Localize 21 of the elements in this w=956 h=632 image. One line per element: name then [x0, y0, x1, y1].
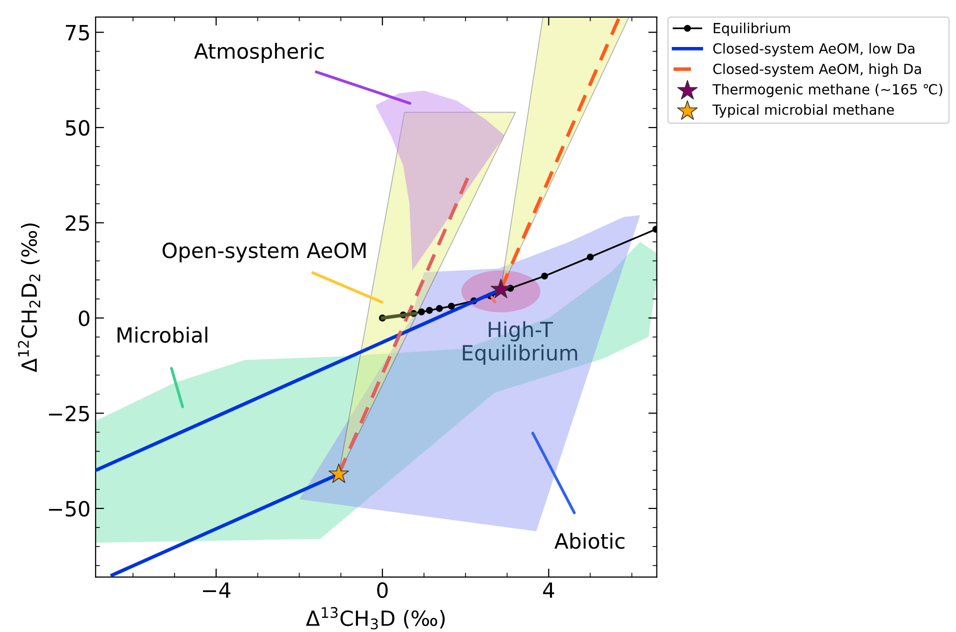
y-axis-title: Δ$^{12}$CH$_{2}$D$_{2}$ (‰) [18, 223, 40, 372]
legend-label: Closed-system AeOM, low Da [713, 43, 914, 56]
annotation: Open-system AeOM [162, 242, 366, 262]
y-tick-label: −50 [48, 500, 90, 517]
legend-label: Thermogenic methane (~165 ℃) [712, 84, 942, 98]
y-tick-label: 25 [66, 215, 89, 231]
annotation: High-T Equilibrium [462, 321, 578, 365]
y-tick-label: 50 [66, 120, 90, 136]
legend-label: Equilibrium [714, 22, 790, 36]
y-tick-label: 0 [78, 310, 90, 326]
annotation: Microbial [118, 326, 208, 343]
x-tick-label: 4 [543, 582, 554, 598]
annotation: Atmospheric [194, 42, 324, 63]
y-tick-label: −25 [48, 406, 89, 422]
x-tick-label: −4 [203, 582, 230, 598]
x-tick-label: 0 [377, 582, 388, 598]
annotation: Abiotic [554, 532, 624, 549]
y-tick-label: 75 [66, 25, 89, 41]
legend-label: Closed-system AeOM, high Da [713, 63, 921, 77]
x-axis-title: Δ$^{13}$CH$_{3}$D (‰) [306, 607, 445, 630]
legend-label: Typical microbial methane [712, 104, 894, 118]
